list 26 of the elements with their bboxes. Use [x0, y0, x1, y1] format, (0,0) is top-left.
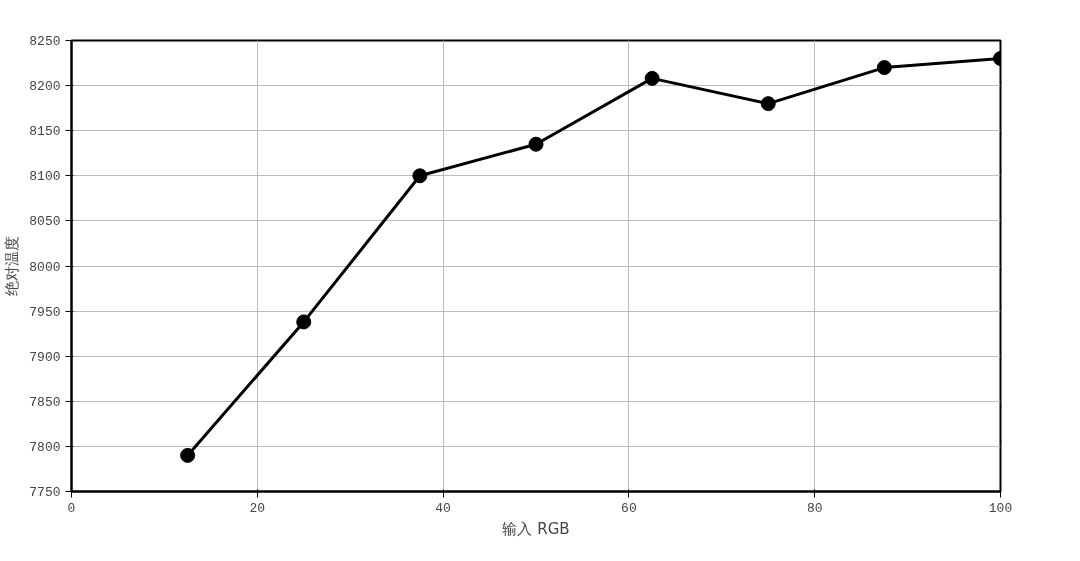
- point: [876, 60, 892, 76]
- x-tick-label: 40: [435, 500, 451, 516]
- y-tick-label: 7850: [29, 394, 61, 410]
- x-tick-label: 60: [621, 500, 637, 516]
- x-axis-title: 输入 RGB: [502, 519, 570, 538]
- x-tick-label: 80: [806, 500, 823, 516]
- y-axis-title: 绝对温度: [3, 236, 22, 296]
- y-tick-label: 7900: [29, 349, 61, 365]
- x-tick-label: 0: [67, 500, 76, 516]
- point: [296, 314, 312, 330]
- y-tick-label: 8000: [29, 259, 61, 275]
- y-tick-label: 8250: [29, 34, 61, 49]
- point: [180, 447, 196, 463]
- y-tick-label: 8200: [29, 79, 61, 95]
- x-tick-label: 100: [988, 500, 1013, 516]
- y-tick-label: 8150: [29, 124, 61, 140]
- x-tick-label: 20: [249, 500, 266, 516]
- y-tick-label: 7950: [29, 304, 61, 320]
- y-tick-label: 8100: [29, 169, 61, 185]
- point: [760, 96, 776, 112]
- point: [644, 70, 660, 86]
- y-tick-label: 8050: [29, 214, 61, 230]
- point: [528, 136, 544, 152]
- y-tick-label: 7800: [29, 439, 61, 455]
- point: [412, 168, 428, 184]
- y-tick-label: 7750: [29, 485, 61, 500]
